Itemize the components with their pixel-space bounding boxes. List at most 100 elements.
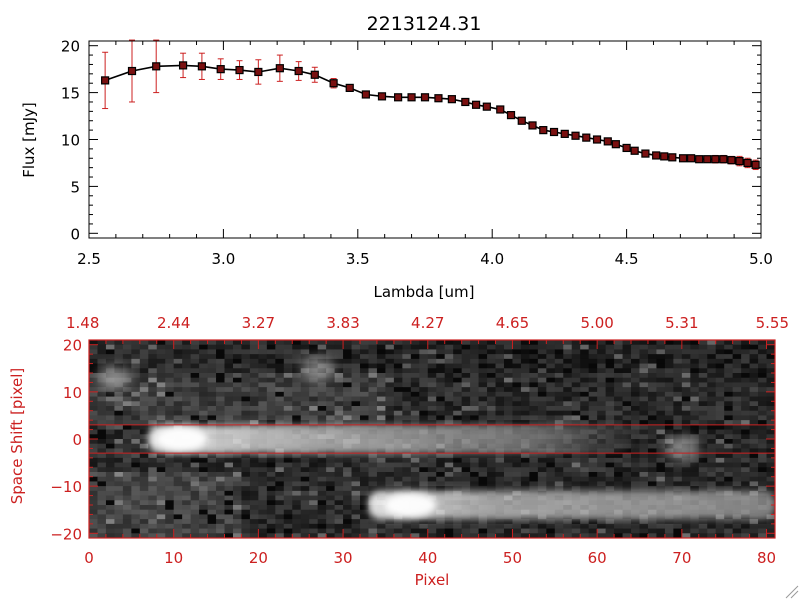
spectrum-y-tick-label: 0 xyxy=(70,225,80,243)
data-point xyxy=(592,135,602,144)
image-x-tick-label: 70 xyxy=(672,549,691,567)
data-point xyxy=(652,151,661,160)
wavelength-top-label: 5.00 xyxy=(580,314,613,332)
wavelength-top-label: 5.31 xyxy=(665,314,698,332)
data-point xyxy=(517,116,526,125)
image-y-tick-label: 0 xyxy=(72,431,82,449)
data-point xyxy=(361,90,370,99)
data-point xyxy=(711,155,720,164)
data-point xyxy=(751,160,760,169)
data-point xyxy=(630,146,639,155)
image-frame xyxy=(88,339,776,539)
data-point xyxy=(447,95,456,104)
data-point xyxy=(197,62,206,71)
data-point xyxy=(582,133,591,142)
image-y-tick-label: −20 xyxy=(50,525,82,543)
data-point xyxy=(482,102,491,111)
wavelength-top-label: 2.44 xyxy=(157,314,190,332)
spectrum-x-tick-label: 4.0 xyxy=(480,250,504,268)
data-point xyxy=(560,129,569,138)
data-point xyxy=(687,154,696,163)
spectrum-y-tick-label: 20 xyxy=(61,38,80,56)
data-point xyxy=(461,97,470,107)
spectrum-line xyxy=(104,64,756,166)
data-point xyxy=(294,66,303,76)
image-y-tick-label: −10 xyxy=(50,478,82,496)
data-point xyxy=(727,156,736,165)
image-x-tick-label: 30 xyxy=(334,549,353,567)
image-y-tick-label: 10 xyxy=(63,384,82,402)
wavelength-top-label: 3.83 xyxy=(326,314,359,332)
spectrum-x-tick-label: 5.0 xyxy=(749,250,773,268)
image-y-tick-labels: −20 −10 0 10 20 xyxy=(50,337,82,544)
data-point xyxy=(101,76,110,85)
data-point xyxy=(394,93,403,102)
image-x-tick-label: 20 xyxy=(249,549,268,567)
spectrum-axis-ticks xyxy=(88,41,762,238)
data-point xyxy=(735,156,744,166)
image-y-tick-label: 20 xyxy=(63,337,82,355)
resize-grip-icon[interactable] xyxy=(785,585,799,599)
data-point xyxy=(703,155,712,164)
data-point xyxy=(641,149,650,158)
image-x-tick-label: 40 xyxy=(418,549,437,567)
data-point xyxy=(152,62,161,71)
spectrum-series xyxy=(101,39,760,171)
image-x-tick-labels: 0 10 20 30 40 50 60 70 80 xyxy=(84,549,776,567)
data-point xyxy=(216,65,225,74)
spectrum-x-tick-label: 3.0 xyxy=(211,250,235,268)
data-point xyxy=(719,155,728,164)
image-x-tick-label: 0 xyxy=(84,549,94,567)
faint-source xyxy=(665,436,698,461)
data-point xyxy=(310,70,319,79)
image-x-axis-label: Pixel xyxy=(415,571,450,589)
spectrum-x-tick-label: 3.5 xyxy=(346,250,370,268)
data-point xyxy=(434,94,443,103)
spectrum-panel: 2213124.31 2.5 3.0 3.5 4.0 4.5 5.0 0 5 10 15 20 L… xyxy=(20,13,773,301)
spectrum-y-tick-label: 15 xyxy=(61,85,80,103)
spectral-image xyxy=(89,340,775,538)
wavelength-top-label: 4.65 xyxy=(496,314,529,332)
wavelength-top-label: 1.48 xyxy=(66,314,99,332)
wavelength-top-label: 5.55 xyxy=(756,314,789,332)
data-point xyxy=(345,83,354,93)
data-point xyxy=(254,67,263,77)
data-point xyxy=(275,64,284,73)
data-point xyxy=(743,158,752,168)
spectrum-x-tick-label: 2.5 xyxy=(77,250,101,268)
data-point xyxy=(178,61,188,70)
data-point xyxy=(571,131,580,140)
wavelength-top-label: 4.27 xyxy=(411,314,444,332)
faint-source xyxy=(301,356,334,381)
data-point xyxy=(603,137,612,146)
image-x-tick-label: 10 xyxy=(164,549,183,567)
data-point xyxy=(695,155,704,164)
spectrum-y-tick-labels: 0 5 10 15 20 xyxy=(61,38,80,244)
wavelength-top-label: 3.27 xyxy=(242,314,275,332)
spectrum-x-axis-label: Lambda [um] xyxy=(374,283,475,301)
image-axis-ticks xyxy=(88,340,775,538)
data-point xyxy=(420,93,430,102)
data-point xyxy=(407,93,416,102)
data-point xyxy=(127,66,137,76)
data-point xyxy=(539,126,548,135)
wavelength-top-axis-labels: 1.48 2.44 3.27 3.83 4.27 4.65 5.00 5.31 5.55 xyxy=(66,314,789,332)
image-x-tick-label: 80 xyxy=(757,549,776,567)
data-point xyxy=(506,111,516,120)
data-point xyxy=(611,140,620,149)
data-point xyxy=(471,100,481,109)
spectrum-frame xyxy=(88,40,762,239)
spectrum-y-tick-label: 5 xyxy=(70,178,80,196)
spectrum-x-tick-label: 4.5 xyxy=(615,250,639,268)
spectral-trace xyxy=(368,491,775,519)
data-point xyxy=(549,127,559,137)
data-point xyxy=(668,153,677,162)
spectral-image-panel: 1.48 2.44 3.27 3.83 4.27 4.65 5.00 5.31 5.55 0 10… xyxy=(8,314,789,589)
spectrum-x-tick-labels: 2.5 3.0 3.5 4.0 4.5 5.0 xyxy=(77,250,773,268)
spectrum-y-axis-label: Flux [mJy] xyxy=(20,102,38,178)
data-point xyxy=(622,143,631,153)
spectrum-y-tick-label: 10 xyxy=(61,132,80,150)
image-x-tick-label: 60 xyxy=(588,549,607,567)
data-point xyxy=(678,154,688,163)
